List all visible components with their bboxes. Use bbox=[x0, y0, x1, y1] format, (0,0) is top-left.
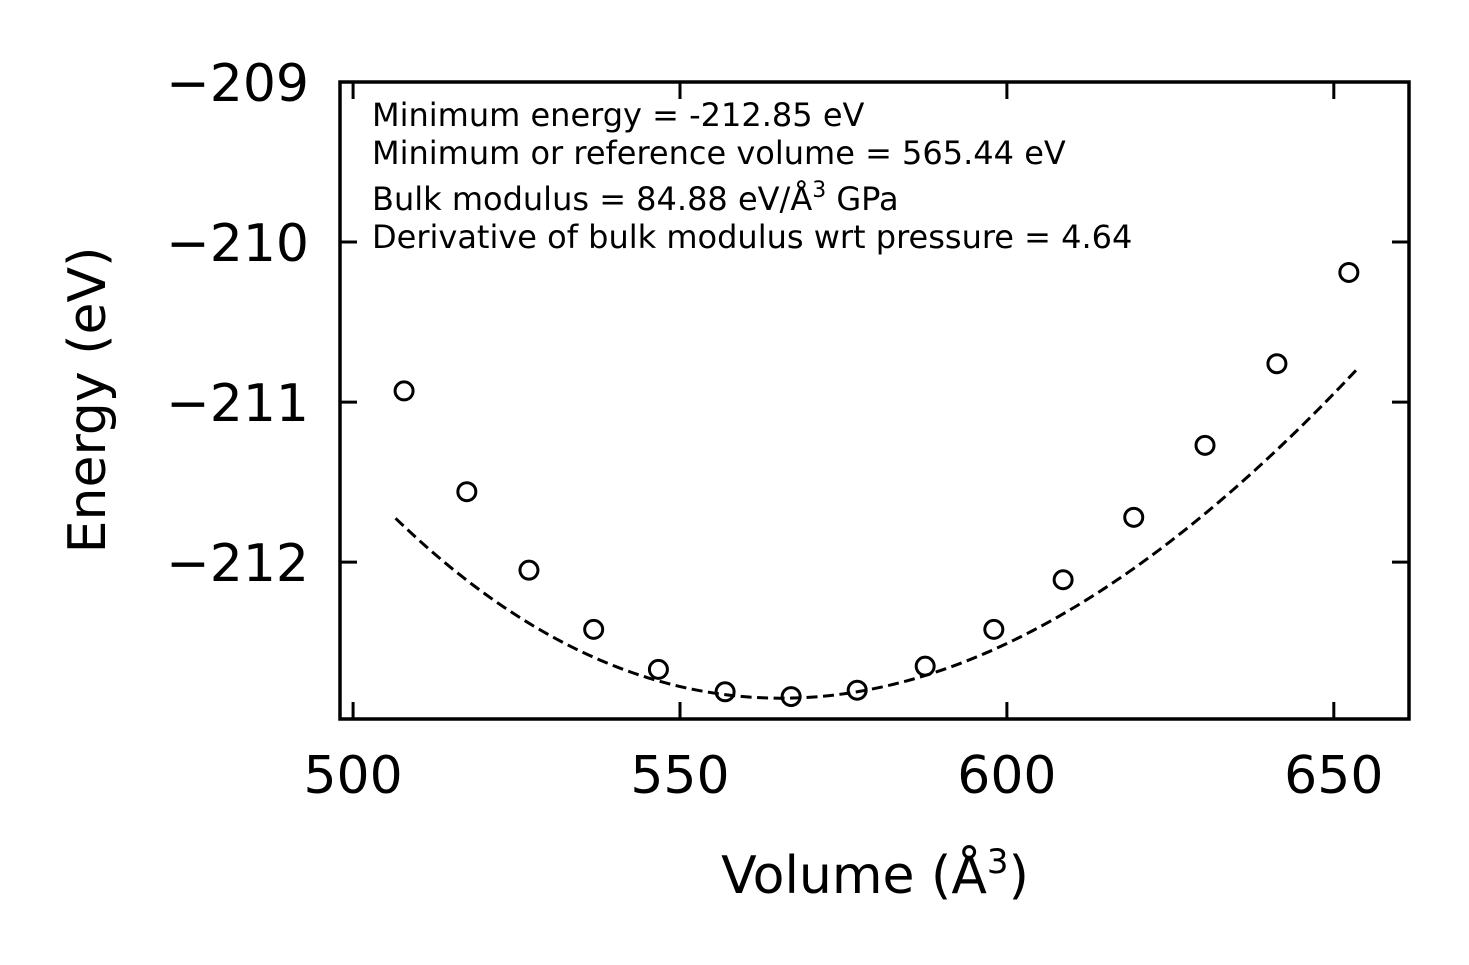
y-tick-labels: −209 −210 −211 −212 bbox=[166, 54, 309, 594]
x-tick-label: 600 bbox=[957, 746, 1056, 806]
x-tick-labels: 500 550 600 650 bbox=[303, 746, 1383, 806]
x-tick-label: 550 bbox=[630, 746, 729, 806]
x-tick-label: 650 bbox=[1284, 746, 1383, 806]
eos-chart: 500 550 600 650 −209 −210 −211 −212 Volume (Å3… bbox=[0, 0, 1469, 965]
plot-area bbox=[340, 82, 1409, 719]
annotation-bulk-derivative: Derivative of bulk modulus wrt pressure … bbox=[372, 218, 1132, 256]
x-tick-label: 500 bbox=[303, 746, 402, 806]
x-axis-label: Volume (Å3) bbox=[721, 842, 1029, 906]
y-tick-label: −210 bbox=[166, 214, 309, 274]
annotation-min-volume: Minimum or reference volume = 565.44 eV bbox=[372, 134, 1066, 172]
annotation-min-energy: Minimum energy = -212.85 eV bbox=[372, 96, 865, 134]
y-tick-label: −209 bbox=[166, 54, 309, 114]
y-tick-label: −212 bbox=[166, 534, 309, 594]
y-axis-label: Energy (eV) bbox=[58, 247, 118, 554]
y-tick-label: −211 bbox=[166, 374, 309, 434]
